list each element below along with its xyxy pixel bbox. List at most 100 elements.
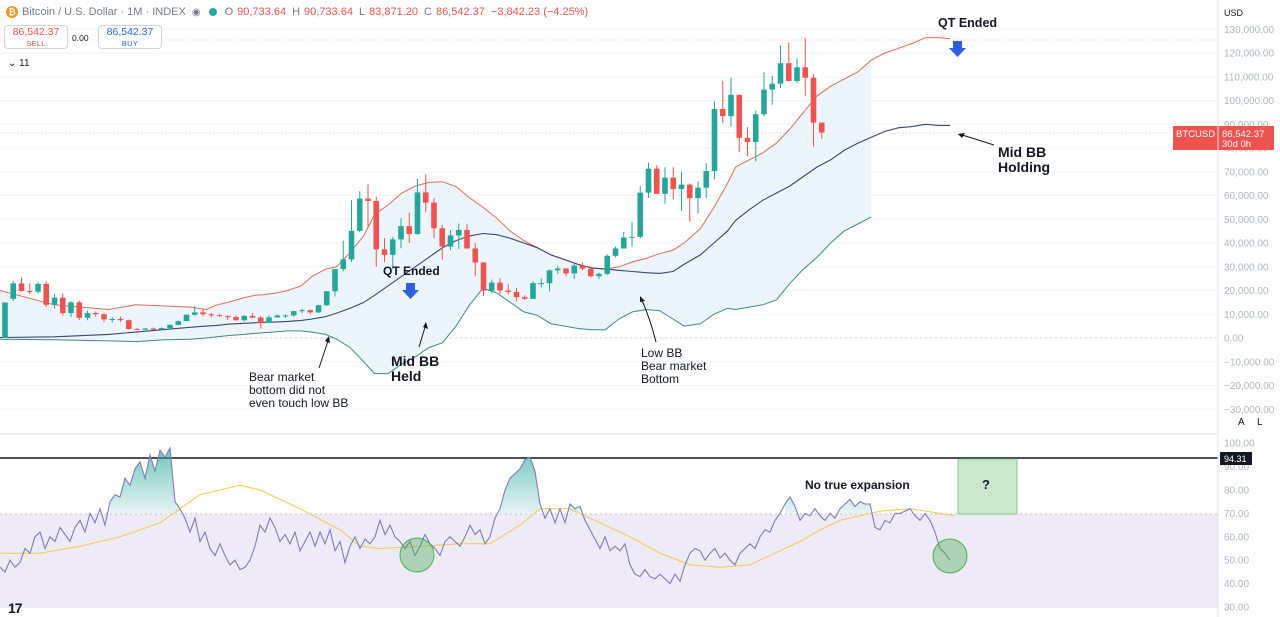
candle-body	[76, 302, 83, 318]
rsi-highlight-circle	[932, 538, 968, 574]
candle-body	[167, 324, 173, 329]
price-tick-label: 60,000.00	[1224, 191, 1269, 202]
candle	[538, 278, 545, 288]
candle-body	[101, 314, 107, 320]
candle	[414, 178, 421, 235]
price-tag[interactable]: BTCUSD 86,542.37 30d 0h	[1173, 126, 1274, 150]
candle	[802, 38, 809, 96]
candle-body	[769, 83, 776, 90]
candle	[785, 42, 792, 82]
candle	[323, 290, 330, 306]
candle	[530, 281, 536, 299]
candle-body	[373, 200, 380, 250]
price-tick-label: −30,000.00	[1224, 405, 1275, 416]
price-tick-label: 50,000.00	[1224, 215, 1269, 226]
buy-price: 86,542.37	[106, 26, 154, 38]
candle-body	[134, 328, 140, 330]
candle-body	[26, 290, 33, 292]
candle-body	[117, 319, 124, 321]
pointer-line	[958, 133, 995, 146]
candle-body	[637, 192, 644, 237]
rsi-tick-label: 60.00	[1224, 532, 1249, 543]
candle-body	[200, 312, 206, 315]
qt-top-label: QT Ended	[938, 16, 997, 30]
candle-body	[257, 317, 264, 323]
candle	[282, 314, 289, 319]
qt-mid-label: QT Ended	[383, 264, 440, 278]
candle	[117, 316, 124, 322]
pointer-line	[318, 337, 330, 369]
price-tick-label: 20,000.00	[1224, 286, 1269, 297]
candle-body	[530, 283, 536, 299]
candle-body	[662, 177, 668, 194]
candle	[497, 278, 503, 295]
annotation-mid-bb-held: Mid BB Held	[391, 322, 439, 384]
low-label: L	[358, 6, 366, 18]
candle	[662, 167, 668, 204]
candle	[249, 313, 256, 319]
candle	[439, 225, 446, 260]
candle	[406, 212, 413, 243]
rsi-tick-label: 30.00	[1224, 603, 1249, 614]
candle-body	[596, 273, 602, 277]
candle-body	[653, 168, 660, 194]
symbol-title[interactable]: Bitcoin / U.S. Dollar · 1M · INDEX	[22, 6, 186, 18]
candle	[59, 293, 66, 316]
down-arrow-icon	[402, 283, 419, 299]
candle-body	[785, 63, 792, 82]
log-scale-button[interactable]: L	[1257, 417, 1263, 428]
candle-body	[480, 262, 487, 291]
candle-body	[464, 229, 470, 249]
candle	[604, 254, 611, 276]
candle	[670, 167, 677, 200]
tradingview-logo-icon[interactable]: 17	[8, 600, 23, 616]
candle	[274, 314, 281, 318]
candle	[488, 279, 495, 294]
buy-button[interactable]: 86,542.37 BUY	[98, 25, 162, 49]
candle	[158, 327, 165, 330]
candle	[587, 266, 594, 278]
candle	[686, 183, 693, 222]
candle	[744, 127, 751, 157]
high-value: 90,733.64	[304, 6, 353, 18]
candle-body	[670, 177, 677, 190]
candle	[769, 75, 776, 105]
candle-body	[158, 328, 165, 330]
candle-body	[777, 63, 784, 84]
price-tick-label: 0.00	[1224, 334, 1244, 345]
candle	[521, 295, 528, 300]
candle-body	[431, 202, 437, 229]
candle-body	[538, 283, 545, 285]
sell-button[interactable]: 86,542.37 SELL	[4, 25, 68, 49]
candle	[719, 80, 726, 124]
indicators-toggle[interactable]: ⌄ 11	[8, 58, 30, 69]
candle-body	[703, 171, 710, 188]
currency-label[interactable]: USD	[1224, 8, 1244, 18]
candle	[381, 238, 388, 262]
price-tick-label: −20,000.00	[1224, 381, 1275, 392]
candle-body	[455, 229, 462, 236]
candle-body	[620, 237, 627, 249]
candle	[356, 191, 363, 233]
annotation-qt-top: QT Ended	[938, 16, 997, 57]
indicators-count: 11	[19, 58, 30, 69]
pointer-arrowhead-icon	[640, 296, 645, 302]
annotation-low-bb: Low BB Bear market Bottom	[640, 296, 707, 386]
candle	[134, 328, 140, 330]
candle-body	[315, 305, 322, 313]
candle	[142, 328, 149, 331]
auto-scale-button[interactable]: A	[1238, 417, 1245, 428]
candle	[455, 223, 462, 249]
candle	[233, 315, 239, 321]
bollinger-upper-line	[0, 37, 951, 311]
high-label: H	[292, 6, 301, 18]
candle	[752, 110, 759, 162]
candle-body	[521, 297, 528, 299]
buy-label: BUY	[121, 39, 139, 48]
candle	[571, 263, 578, 280]
candle-body	[274, 315, 281, 318]
candle	[68, 301, 74, 318]
candle-body	[241, 315, 248, 321]
eye-icon[interactable]: ◉	[191, 6, 201, 18]
